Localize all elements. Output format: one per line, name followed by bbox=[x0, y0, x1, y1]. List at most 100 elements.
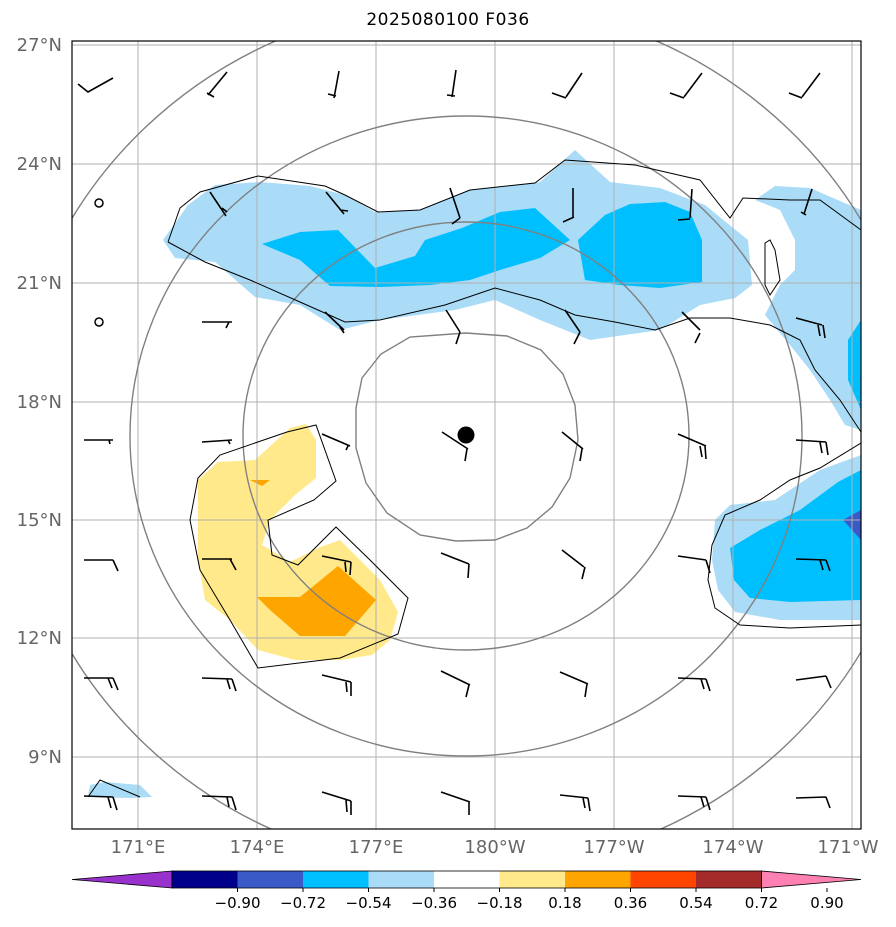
range-ring-3 bbox=[129, 115, 803, 757]
wind-barb bbox=[677, 433, 707, 460]
contour-east-spur bbox=[764, 239, 781, 296]
wind-barb bbox=[561, 431, 584, 462]
wind-barb bbox=[561, 549, 586, 580]
colorbar-tick-label: −0.72 bbox=[280, 894, 326, 912]
wind-barb bbox=[677, 188, 693, 221]
wind-barb bbox=[209, 191, 228, 217]
lon-label: 174°W bbox=[702, 837, 763, 858]
wind-barb bbox=[201, 439, 233, 445]
colorbar-tick-label: −0.18 bbox=[477, 894, 523, 912]
lon-label: 177°E bbox=[349, 837, 404, 858]
wind-barb bbox=[681, 311, 701, 344]
shaded-field bbox=[88, 150, 861, 798]
lat-label: 24°N bbox=[17, 154, 62, 175]
colorbar-segment bbox=[434, 871, 500, 888]
wind-barb bbox=[84, 439, 113, 445]
colorbar-segment bbox=[499, 871, 566, 888]
latitude-labels: 27°N 24°N 21°N 18°N 15°N 12°N 9°N bbox=[17, 35, 62, 768]
colorbar-ticks: −0.90 −0.72 −0.54 −0.36 −0.18 0.18 0.36 0.54 0.7… bbox=[215, 888, 844, 912]
wind-barb bbox=[795, 439, 829, 456]
lon-label: 174°E bbox=[230, 837, 285, 858]
wind-barb bbox=[559, 671, 589, 698]
wind-barb bbox=[201, 677, 237, 692]
colorbar: −0.90 −0.72 −0.54 −0.36 −0.18 0.18 0.36 0.54 0.7… bbox=[71, 870, 862, 912]
neg-east-upper bbox=[755, 186, 861, 430]
pos-c-orange bbox=[257, 566, 376, 636]
neg-sw-patch bbox=[88, 782, 152, 798]
colorbar-segment bbox=[237, 871, 304, 888]
contour-east-lower bbox=[707, 442, 861, 629]
calm-marker bbox=[94, 198, 104, 208]
wind-barb bbox=[677, 795, 711, 811]
wind-barb bbox=[440, 670, 471, 698]
colorbar-segment bbox=[565, 871, 631, 888]
wind-barb bbox=[795, 796, 831, 809]
wind-barb bbox=[677, 555, 711, 574]
colorbar-segments bbox=[71, 870, 862, 889]
map-frame bbox=[71, 40, 862, 830]
calm-markers bbox=[94, 198, 104, 327]
wind-barb bbox=[788, 72, 821, 99]
wind-barb bbox=[77, 77, 114, 93]
gridlines bbox=[72, 41, 861, 829]
contour-c-shape bbox=[189, 424, 409, 669]
colorbar-extend-high bbox=[761, 870, 862, 889]
wind-barb bbox=[440, 552, 470, 579]
contour-sw bbox=[87, 779, 141, 798]
colorbar-segment bbox=[630, 871, 697, 888]
wind-barb bbox=[446, 69, 457, 98]
wind-barbs bbox=[77, 69, 832, 815]
colorbar-tick-label: 0.36 bbox=[614, 894, 647, 912]
range-ring-1 bbox=[355, 332, 579, 542]
wind-barb bbox=[325, 191, 349, 215]
wind-barb bbox=[321, 555, 352, 576]
pos-c-orange-small bbox=[250, 480, 270, 486]
wind-barb bbox=[441, 431, 469, 462]
wind-barb bbox=[201, 795, 237, 811]
wind-barb bbox=[551, 72, 583, 99]
colorbar-segment bbox=[368, 871, 435, 888]
wind-barb bbox=[800, 188, 813, 216]
wind-barb bbox=[449, 187, 461, 225]
lat-label: 21°N bbox=[17, 273, 62, 294]
wind-barb bbox=[83, 795, 118, 811]
wind-barb bbox=[321, 791, 352, 815]
neg-east-lower-core bbox=[730, 470, 861, 602]
calm-marker bbox=[94, 317, 104, 327]
map-title: 2025080100 F036 bbox=[366, 10, 530, 30]
colorbar-segment bbox=[696, 871, 762, 888]
wind-barb bbox=[202, 321, 232, 329]
wind-barb bbox=[795, 558, 831, 572]
wind-barb bbox=[324, 311, 345, 334]
lon-label: 180°W bbox=[464, 837, 525, 858]
wind-barb bbox=[795, 675, 832, 689]
lat-label: 9°N bbox=[28, 747, 62, 768]
colorbar-tick-label: 0.18 bbox=[548, 894, 581, 912]
colorbar-tick-label: −0.36 bbox=[411, 894, 457, 912]
wind-barb bbox=[795, 317, 826, 339]
wind-barb bbox=[206, 71, 228, 98]
range-rings bbox=[72, 41, 861, 829]
wind-barb bbox=[84, 677, 119, 691]
lat-label: 18°N bbox=[17, 392, 62, 413]
wind-barb bbox=[562, 188, 575, 223]
longitude-labels: 171°E 174°E 177°E 180°W 177°W 174°W 171°… bbox=[111, 837, 879, 858]
colorbar-frame bbox=[171, 870, 762, 889]
wind-barb bbox=[677, 677, 711, 692]
lat-label: 12°N bbox=[17, 628, 62, 649]
colorbar-tick-label: −0.90 bbox=[215, 894, 261, 912]
wind-barb bbox=[440, 791, 471, 815]
storm-center-marker bbox=[457, 426, 475, 444]
colorbar-extend-low bbox=[71, 870, 173, 889]
colorbar-segment bbox=[303, 871, 369, 888]
contour-north-inner bbox=[167, 241, 861, 433]
colorbar-tick-label: 0.90 bbox=[810, 894, 843, 912]
lat-label: 27°N bbox=[17, 35, 62, 56]
wind-barb bbox=[321, 674, 352, 696]
wind-barb bbox=[559, 794, 591, 812]
wind-barb bbox=[84, 559, 119, 572]
wind-barb bbox=[321, 433, 351, 451]
colorbar-tick-label: 0.72 bbox=[745, 894, 778, 912]
contour-north bbox=[167, 159, 861, 243]
